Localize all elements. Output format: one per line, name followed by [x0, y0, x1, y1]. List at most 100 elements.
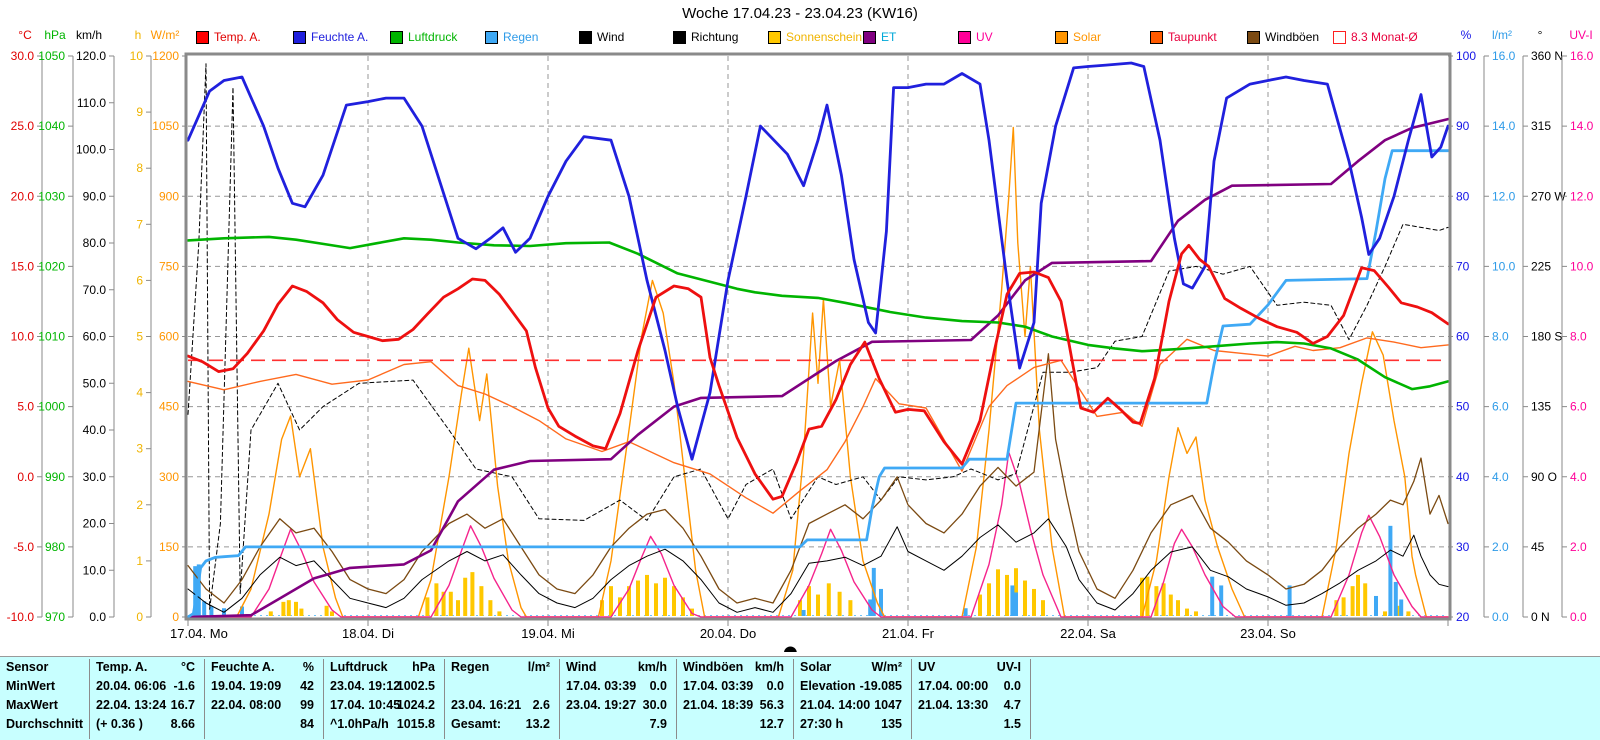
- bar-sonnenschein: [1350, 586, 1355, 616]
- axis-tick-label: 12.0: [1492, 189, 1516, 203]
- table-cell-time: (+ 0.36 ): [96, 717, 143, 731]
- axis-tick-label: 1050: [38, 49, 65, 63]
- series-luftdruck-line: [186, 235, 1450, 391]
- axis-tick-label: 900: [159, 189, 179, 203]
- table-cell-value: 13.2: [525, 717, 550, 731]
- bar-sonnenschein: [1161, 583, 1166, 616]
- bar-regen-intervall: [801, 609, 806, 616]
- legend-label: ET: [881, 30, 897, 44]
- legend-label: UV: [976, 30, 993, 44]
- bar-regen-intervall: [240, 606, 244, 616]
- axis-tick-label: 5.0: [17, 400, 34, 414]
- column-unit: UV-I: [996, 660, 1021, 674]
- axis-tick-label: 50.0: [83, 376, 107, 390]
- x-axis-label: 20.04. Do: [700, 626, 756, 641]
- legend-label: Temp. A.: [214, 30, 261, 44]
- axis-tick-label: 10.0: [83, 563, 107, 577]
- axis-tick-label: 360 N: [1531, 49, 1563, 63]
- table-cell-time: 21.04. 14:00: [800, 698, 871, 712]
- bar-sonnenschein: [1041, 600, 1045, 616]
- table-cell-value: 135: [881, 717, 902, 731]
- bar-sonnenschein: [1356, 574, 1360, 616]
- axis-tick-label: 4: [136, 386, 143, 400]
- bar-regen-intervall: [1399, 599, 1404, 616]
- axis-tick-label: 100.0: [76, 143, 106, 157]
- legend-item-temp-a-: Temp. A.: [196, 30, 261, 44]
- bar-regen-intervall: [202, 601, 207, 616]
- series-wind-line: [187, 518, 1449, 613]
- table-cell-value: -1.6: [173, 679, 195, 693]
- bar-sonnenschein: [826, 583, 831, 616]
- plot-border: [184, 52, 1452, 621]
- axis-tick-label: 600: [159, 330, 179, 344]
- bar-sonnenschein: [816, 594, 820, 616]
- bar-sonnenschein: [1168, 594, 1173, 616]
- bar-sonnenschein: [848, 600, 853, 616]
- table-cell-value: 1002.5: [396, 679, 435, 693]
- table-cell-value: -19.085: [859, 679, 902, 693]
- bar-sonnenschein: [609, 586, 613, 616]
- axis-tick-label: 80.0: [83, 236, 107, 250]
- axis-tick-label: 4.0: [1492, 470, 1509, 484]
- series-solar-line: [187, 126, 1449, 618]
- bar-sonnenschein: [497, 611, 502, 616]
- table-separator: [559, 659, 560, 739]
- bar-sonnenschein: [299, 608, 304, 616]
- bar-sonnenschein: [987, 583, 991, 616]
- column-header: Windböen: [683, 660, 744, 674]
- axis-tick-label: 4.0: [1570, 470, 1587, 484]
- bar-sonnenschein: [441, 591, 446, 616]
- bar-sonnenschein: [798, 600, 802, 616]
- table-cell-time: ^1.0hPa/h: [330, 717, 389, 731]
- table-cell-value: 30.0: [642, 698, 667, 712]
- axis-tick-label: 135: [1531, 400, 1551, 414]
- legend-label: Solar: [1073, 30, 1102, 44]
- legend-label: Feuchte A.: [311, 30, 369, 44]
- axis-unit-solar_wm2: W/m²: [150, 28, 180, 42]
- bar-sonnenschein: [627, 586, 631, 616]
- bar-regen-intervall: [963, 608, 968, 616]
- axis-tick-label: 2: [136, 498, 143, 512]
- series-et-line: [186, 117, 1450, 619]
- bar-sonnenschein: [434, 583, 439, 616]
- bar-regen-intervall: [209, 606, 214, 616]
- x-axis-label: 18.04. Di: [342, 626, 394, 641]
- column-header: Feuchte A.: [211, 660, 275, 674]
- axis-unit-wind_kmh: km/h: [75, 28, 103, 42]
- axis-tick-label: 10.0: [1492, 259, 1516, 273]
- bar-sonnenschein: [600, 600, 604, 616]
- legend-item-windb-en: Windböen: [1247, 30, 1319, 44]
- axis-tick-label: 315: [1531, 119, 1551, 133]
- bar-regen-intervall: [879, 588, 883, 616]
- x-axis-label: 21.04. Fr: [882, 626, 935, 641]
- row-label: MinWert: [6, 679, 56, 693]
- axis-tick-label: 1050: [152, 119, 179, 133]
- x-axis-label: 19.04. Mi: [521, 626, 575, 641]
- column-unit: km/h: [637, 660, 667, 674]
- bar-regen-intervall: [1388, 525, 1393, 616]
- axis-tick-label: 90: [1456, 119, 1470, 133]
- bar-sonnenschein: [618, 597, 622, 616]
- axis-tick-label: 0: [136, 610, 143, 624]
- legend-item-8-3-monat-: 8.3 Monat-Ø: [1333, 30, 1418, 44]
- legend-item-solar: Solar: [1055, 30, 1101, 44]
- table-cell-time: 17.04. 10:45: [330, 698, 401, 712]
- column-header: Luftdruck: [330, 660, 388, 674]
- legend-swatch-icon: [958, 30, 971, 44]
- bar-sonnenschein: [996, 569, 1000, 616]
- series-taupunkt-line: [187, 337, 1449, 514]
- bar-sonnenschein: [281, 601, 286, 616]
- bar-sonnenschein: [1140, 577, 1144, 616]
- axis-tick-label: 20.0: [11, 189, 35, 203]
- bar-regen-intervall: [1010, 585, 1015, 616]
- table-cell-time: 21.04. 18:39: [683, 698, 754, 712]
- bar-sonnenschein: [1383, 611, 1387, 616]
- axis-tick-label: 45: [1531, 540, 1545, 554]
- legend-swatch-icon: [673, 30, 686, 44]
- table-cell-value: 16.7: [170, 698, 195, 712]
- column-header: Solar: [800, 660, 832, 674]
- bar-sonnenschein: [1005, 574, 1009, 616]
- axis-tick-label: 225: [1531, 259, 1551, 273]
- axis-tick-label: 5: [136, 330, 143, 344]
- legend-label: Taupunkt: [1168, 30, 1217, 44]
